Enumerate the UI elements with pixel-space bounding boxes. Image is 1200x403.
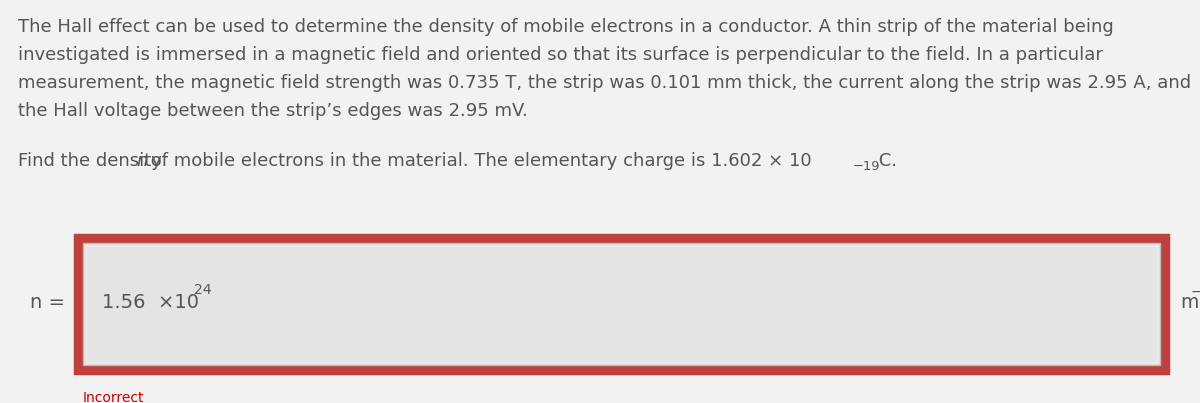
Bar: [74, 235, 1168, 373]
Text: Incorrect: Incorrect: [83, 391, 144, 403]
Text: 24: 24: [194, 283, 211, 297]
Bar: [83, 243, 1160, 365]
Text: n =: n =: [30, 293, 65, 312]
Text: 1.56  ×10: 1.56 ×10: [102, 293, 199, 312]
Text: The Hall effect can be used to determine the density of mobile electrons in a co: The Hall effect can be used to determine…: [18, 18, 1114, 36]
Text: measurement, the magnetic field strength was 0.735 T, the strip was 0.101 mm thi: measurement, the magnetic field strength…: [18, 74, 1192, 92]
Text: the Hall voltage between the strip’s edges was 2.95 mV.: the Hall voltage between the strip’s edg…: [18, 102, 528, 120]
Bar: [88, 247, 1156, 361]
Text: n: n: [136, 152, 148, 170]
Text: −19: −19: [853, 160, 881, 173]
Text: investigated is immersed in a magnetic field and oriented so that its surface is: investigated is immersed in a magnetic f…: [18, 46, 1103, 64]
Text: Find the density: Find the density: [18, 152, 168, 170]
Text: of mobile electrons in the material. The elementary charge is 1.602 × 10: of mobile electrons in the material. The…: [145, 152, 811, 170]
Text: m: m: [1180, 293, 1199, 312]
Text: −3: −3: [1190, 285, 1200, 299]
Text: C.: C.: [874, 152, 898, 170]
